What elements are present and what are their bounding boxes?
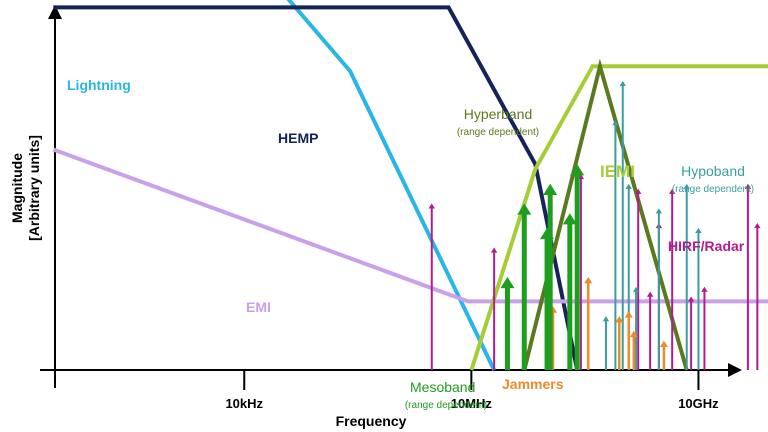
hirf-arrow	[428, 203, 435, 370]
label-hyperband-sub: (range dependent)	[457, 127, 539, 138]
y-axis-label-line2: [Arbitrary units]	[26, 135, 42, 241]
band-arrows	[428, 80, 761, 370]
mesoband-arrow	[570, 164, 585, 370]
hirf-arrow	[490, 247, 498, 370]
hirf-arrow	[701, 286, 708, 370]
mesoband-arrow	[543, 183, 558, 370]
jammer-arrow	[615, 316, 624, 370]
hypoband-arrow	[683, 183, 690, 370]
label-hirf-radar: HIRF/Radar	[668, 238, 745, 254]
hypoband-arrow	[655, 208, 663, 370]
hypoband-arrow	[695, 227, 702, 370]
label-hypoband-sub: (range dependent)	[672, 184, 754, 195]
hirf-arrow	[635, 188, 642, 370]
jammer-arrow	[629, 330, 638, 370]
hypoband-arrow	[602, 316, 610, 370]
x-ticks: 10kHz 10MHz 10GHz	[225, 370, 719, 411]
series-line-lightning	[286, 0, 496, 371]
label-hypoband: Hypoband	[681, 163, 745, 179]
label-mesoband: Mesoband	[410, 379, 475, 395]
mesoband-arrow	[517, 203, 532, 370]
mesoband-arrow	[562, 213, 577, 370]
jammer-arrow	[584, 276, 593, 370]
label-emi: EMI	[246, 299, 271, 315]
y-axis-label-line1: Magnitude	[9, 153, 25, 223]
hypoband-arrow	[619, 80, 626, 370]
hirf-arrow	[754, 223, 761, 370]
x-axis-label: Frequency	[336, 413, 407, 429]
jammer-arrow	[624, 311, 633, 370]
series-line-iemi	[469, 64, 768, 371]
label-hyperband: Hyperband	[464, 106, 533, 122]
series-line-emi	[52, 147, 768, 304]
hypoband-arrow	[612, 120, 619, 370]
label-iemi: IEMI	[600, 162, 635, 181]
label-hemp: HEMP	[278, 130, 318, 146]
label-mesoband-sub: (range dependent)	[405, 400, 487, 411]
x-tick-label: 10kHz	[225, 396, 263, 411]
hirf-arrow	[744, 183, 752, 370]
label-jammers: Jammers	[502, 376, 564, 392]
hypoband-arrow	[632, 286, 640, 370]
series-line-hemp	[53, 5, 580, 371]
hirf-arrow	[646, 291, 654, 370]
jammer-arrow	[659, 340, 668, 370]
series-lines	[52, 0, 768, 371]
hirf-arrow	[687, 296, 695, 370]
label-lightning: Lightning	[67, 77, 131, 93]
hirf-arrow	[668, 188, 676, 370]
mesoband-arrow	[500, 276, 515, 370]
x-tick-label: 10GHz	[678, 396, 719, 411]
x-tick-label: 10MHz	[451, 396, 493, 411]
